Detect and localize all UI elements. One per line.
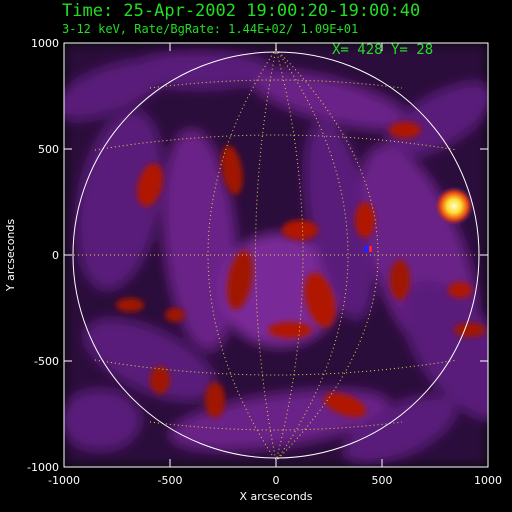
purple-fringe-pattern [64,43,488,467]
solar-limb [72,51,480,459]
y-tick-label: 1000 [31,37,59,50]
y-tick-label: 0 [52,249,59,262]
y-tick-label: -500 [34,355,59,368]
x-tick-label: -1000 [48,474,80,487]
x-axis-ticks [63,43,489,467]
y-axis-label: Y arcseconds [4,219,17,293]
x-tick-label: 500 [372,474,393,487]
cursor-marker [364,246,369,252]
flare-source [434,186,474,226]
x-tick-label: 1000 [474,474,502,487]
y-tick-label: 500 [38,143,59,156]
image-panel[interactable] [46,42,512,478]
x-tick-label: 0 [273,474,280,487]
cursor-marker-red [369,246,372,252]
x-axis-label: X arcseconds [239,490,312,503]
y-axis-ticks [64,42,488,468]
red-emission-blobs [116,122,486,418]
heliographic-grid [74,48,479,462]
x-tick-label: -500 [158,474,183,487]
energy-rate-subtitle: 3-12 keV, Rate/BgRate: 1.44E+02/ 1.09E+0… [62,22,358,36]
time-title: Time: 25-Apr-2002 19:00:20-19:00:40 [62,1,420,21]
cursor-coordinate-readout: X= 428 Y= 28 [332,42,433,58]
y-tick-label: -1000 [27,461,59,474]
